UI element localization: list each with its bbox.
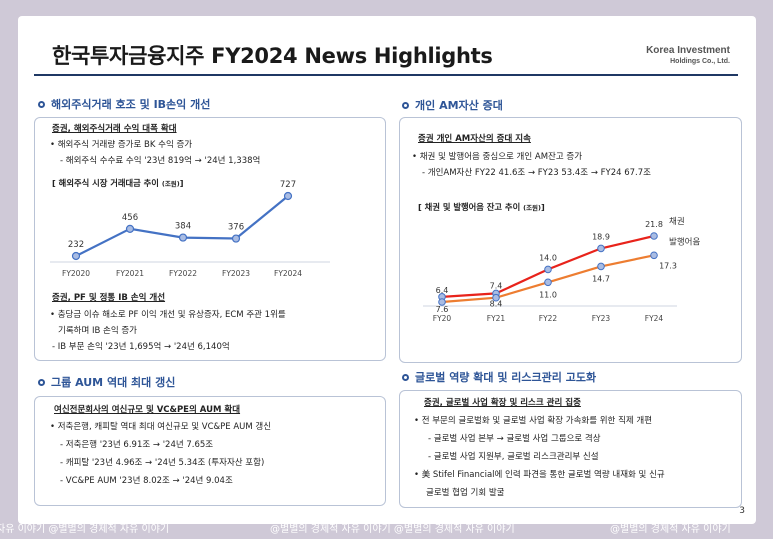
data-point <box>650 251 658 260</box>
aum-line: - VC&PE AUM '23년 8.02조 → '24년 9.04조 <box>60 476 233 486</box>
section-title-aum: 그룹 AUM 역대 최대 갱신 <box>38 374 175 390</box>
x-tick-label: FY21 <box>487 314 506 323</box>
data-label: 456 <box>122 213 138 223</box>
global-heading: 증권, 글로벌 사업 확장 및 리스크 관리 집중 <box>424 398 581 408</box>
data-label: 18.9 <box>592 232 610 241</box>
data-point <box>178 233 188 242</box>
section-bullet-icon <box>38 100 45 108</box>
personal-am-line: - 개인AM자산 FY22 41.6조 → FY23 53.4조 → FY24 … <box>422 168 651 178</box>
section-title-overseas-text: 해외주식거래 호조 및 IB손익 개선 <box>51 98 211 111</box>
overseas-chart-title: [ 해외주식 시장 거래대금 추이 (조원)] <box>52 178 184 190</box>
x-tick-label: FY2023 <box>222 269 250 278</box>
brand-subname: Holdings Co., Ltd. <box>670 58 730 65</box>
global-line: • 전 부문의 글로벌화 및 글로벌 사업 확장 가속화를 위한 직제 개편 <box>414 416 653 426</box>
watermark: 자유 이야기 @별별의 경제적 자유 이야기 <box>0 524 170 535</box>
data-label: 14.0 <box>539 253 557 262</box>
aum-heading: 여신전문회사의 여신규모 및 VC&PE의 AUM 확대 <box>54 405 241 415</box>
ib-line: - IB 부문 손익 '23년 1,695억 → '24년 6,140억 <box>52 342 230 352</box>
data-point <box>544 278 552 287</box>
section-title-overseas: 해외주식거래 호조 및 IB손익 개선 <box>38 96 210 112</box>
page-number: 3 <box>739 506 745 516</box>
overseas-heading: 증권, 해외주식거래 수익 대폭 확대 <box>52 124 177 134</box>
legend-label: 채권 <box>669 216 685 227</box>
x-tick-label: FY24 <box>645 314 664 323</box>
data-point <box>597 244 605 253</box>
bond-note-chart: 7.6 8.4 14.0 18.9 21.8 채권 6.4 7.4 11.0 14.7 17.3 발행… <box>423 216 700 323</box>
data-point <box>597 262 605 271</box>
title-divider <box>34 74 738 76</box>
ib-line: 기록하며 IB 손익 증가 <box>58 326 138 336</box>
page-title: 한국투자금융지주 FY2024 News Highlights <box>52 44 493 68</box>
personal-am-box <box>399 117 742 363</box>
aum-line: - 저축은행 '23년 6.91조 → '24년 7.65조 <box>60 440 214 450</box>
global-line: 글로벌 협업 기회 발굴 <box>426 488 505 498</box>
overseas-trading-chart: 232 FY2020 456 FY2021 384 FY2022 376 FY2023 727 F… <box>50 180 330 278</box>
chart-title-end: ] <box>541 202 545 212</box>
section-title-global: 글로벌 역량 확대 및 리스크관리 고도화 <box>402 369 596 385</box>
section-bullet-icon <box>38 378 45 386</box>
data-label: 376 <box>228 223 244 233</box>
x-tick-label: FY20 <box>433 314 452 323</box>
chart-title-end: ] <box>179 178 184 188</box>
chart-unit: (조원) <box>523 204 541 212</box>
aum-box <box>34 396 386 506</box>
data-point <box>231 234 241 243</box>
data-label: 7.6 <box>436 305 449 314</box>
data-label: 11.0 <box>539 290 557 299</box>
section-title-personal-am: 개인 AM자산 증대 <box>402 97 503 113</box>
ib-line: • 충당금 이슈 해소로 PF 이익 개선 및 유상증자, ECM 주관 1위를 <box>50 310 286 320</box>
global-box <box>399 390 742 508</box>
x-tick-label: FY2020 <box>62 269 90 278</box>
overseas-line: - 해외주식 수수료 수익 '23년 819억 → '24년 1,338억 <box>60 156 261 166</box>
x-tick-label: FY2021 <box>116 269 144 278</box>
chart-title-text: [ 해외주식 시장 거래대금 추이 <box>52 178 162 188</box>
personal-am-line: • 채권 및 발행어음 중심으로 개인 AM잔고 증가 <box>412 152 583 162</box>
data-label: 6.4 <box>436 286 449 295</box>
brand-name: Korea Investment <box>646 45 730 56</box>
data-label: 21.8 <box>645 220 663 229</box>
x-tick-label: FY22 <box>539 314 558 323</box>
legend-label: 발행어음 <box>669 236 700 247</box>
section-bullet-icon <box>402 373 409 381</box>
data-label: 17.3 <box>659 261 677 270</box>
data-point <box>438 298 446 306</box>
personal-am-heading: 증권 개인 AM자산의 증대 지속 <box>418 134 531 144</box>
x-tick-label: FY2024 <box>274 269 302 278</box>
data-point <box>544 265 552 274</box>
x-tick-label: FY2022 <box>169 269 197 278</box>
data-label: 14.7 <box>592 274 610 283</box>
watermark: @별별의 경제적 자유 이야기 @별별의 경제적 자유 이야기 <box>270 524 515 535</box>
data-point <box>650 232 658 240</box>
chart-title-text: [ 채권 및 발행어음 잔고 추이 <box>418 202 524 212</box>
aum-line: • 저축은행, 캐피탈 역대 최대 여신규모 및 VC&PE AUM 갱신 <box>50 422 272 432</box>
data-point <box>125 224 135 233</box>
data-label: 384 <box>175 222 191 232</box>
global-line: • 美 Stifel Financial에 인력 파견을 통한 글로벌 역량 내… <box>414 470 665 480</box>
global-line: - 글로벌 사업 지원부, 글로벌 리스크관리부 신설 <box>428 452 599 462</box>
data-label: 7.4 <box>490 282 503 291</box>
data-label: 727 <box>280 180 296 190</box>
data-point <box>492 293 500 302</box>
overseas-line: • 해외주식 거래량 증가로 BK 수익 증가 <box>50 140 193 150</box>
data-point <box>283 191 293 201</box>
section-title-aum-text: 그룹 AUM 역대 최대 갱신 <box>51 376 176 389</box>
data-label: 232 <box>68 240 84 250</box>
section-title-personal-am-text: 개인 AM자산 증대 <box>415 99 503 112</box>
personal-am-chart-title: [ 채권 및 발행어음 잔고 추이 (조원)] <box>418 202 545 214</box>
data-label: 8.4 <box>490 299 503 308</box>
ib-heading: 증권, PF 및 정통 IB 손익 개선 <box>52 293 166 303</box>
global-line: - 글로벌 사업 본부 → 글로벌 사업 그룹으로 격상 <box>428 434 601 444</box>
section-title-global-text: 글로벌 역량 확대 및 리스크관리 고도화 <box>415 371 597 384</box>
brand-logo: Korea Investment Holdings Co., Ltd. <box>646 45 730 67</box>
watermark: @별별의 경제적 자유 이야기 <box>610 524 731 535</box>
chart-unit: (조원) <box>161 180 180 188</box>
section-bullet-icon <box>402 101 409 109</box>
data-point <box>71 251 81 261</box>
x-tick-label: FY23 <box>592 314 611 323</box>
aum-line: - 캐피탈 '23년 4.96조 → '24년 5.34조 (투자자산 포함) <box>60 458 265 468</box>
